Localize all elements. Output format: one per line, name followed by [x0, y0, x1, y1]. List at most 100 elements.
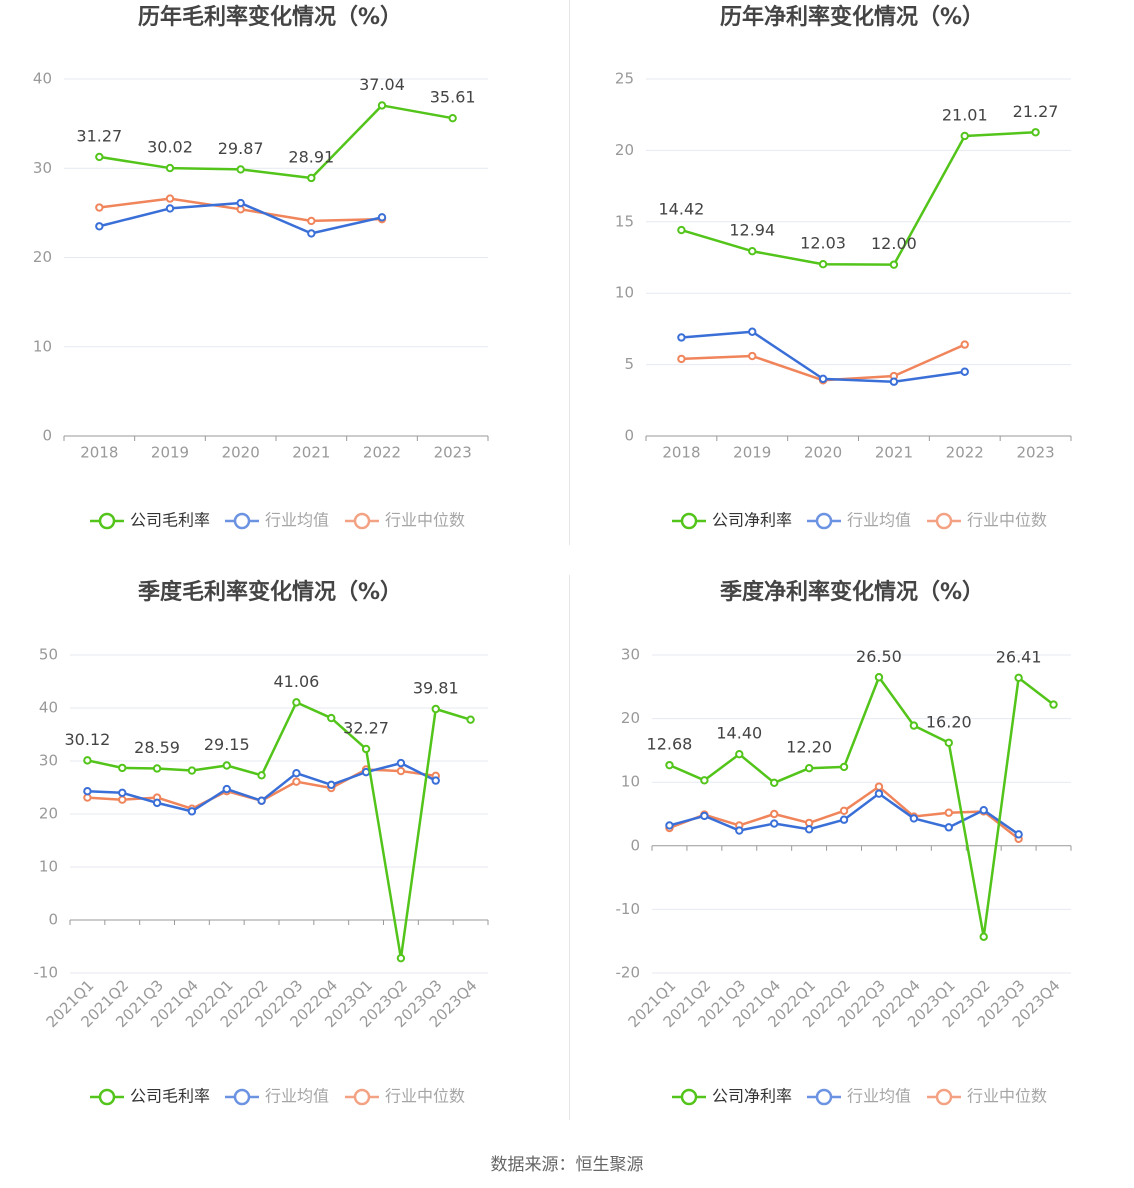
legend-item-company[interactable]: 公司毛利率 [90, 1087, 210, 1106]
y-tick-label: 40 [39, 699, 58, 717]
data-point-avg[interactable] [979, 805, 988, 815]
data-point-median[interactable] [95, 203, 104, 212]
data-point-company[interactable] [804, 764, 814, 773]
data-point-company[interactable] [979, 932, 988, 941]
data-point-avg[interactable] [665, 821, 674, 830]
legend-item-median[interactable]: 行业中位数 [927, 1087, 1047, 1106]
legend-item-median[interactable]: 行业中位数 [927, 511, 1047, 530]
legend-item-company[interactable]: 公司毛利率 [90, 511, 210, 530]
legend-item-median[interactable]: 行业中位数 [345, 1087, 465, 1106]
data-point-company[interactable] [700, 776, 709, 785]
data-point-avg[interactable] [292, 768, 301, 778]
data-point-avg[interactable] [327, 780, 336, 790]
data-point-company[interactable] [257, 771, 266, 780]
data-point-company[interactable] [361, 744, 371, 754]
data-point-avg[interactable] [677, 333, 686, 342]
data-point-company[interactable] [874, 673, 884, 682]
data-point-avg[interactable] [187, 807, 197, 816]
legend-label: 公司净利率 [712, 511, 792, 530]
data-point-avg[interactable] [83, 787, 92, 796]
x-tick-label: 2019 [733, 444, 771, 462]
data-point-company[interactable] [889, 260, 899, 269]
data-point-company[interactable] [307, 173, 316, 183]
data-point-avg[interactable] [152, 798, 162, 808]
data-point-company[interactable] [677, 225, 686, 235]
legend-item-avg[interactable]: 行业均值 [807, 511, 911, 530]
data-point-avg[interactable] [431, 776, 440, 785]
data-point-company[interactable] [236, 165, 245, 174]
data-point-median[interactable] [960, 340, 969, 349]
legend-item-company[interactable]: 公司净利率 [672, 1087, 792, 1106]
data-point-avg[interactable] [1014, 830, 1023, 839]
data-point-avg[interactable] [839, 815, 849, 824]
y-tick-label: 20 [39, 805, 58, 823]
data-point-median[interactable] [292, 777, 301, 786]
data-point-company[interactable] [770, 778, 779, 788]
data-point-company[interactable] [818, 260, 828, 269]
data-point-company[interactable] [448, 113, 457, 123]
legend-item-median[interactable]: 行业中位数 [345, 511, 465, 530]
data-point-company[interactable] [839, 762, 849, 772]
legend-item-avg[interactable]: 行业均值 [225, 511, 329, 530]
data-point-company[interactable] [735, 750, 744, 759]
data-point-avg[interactable] [222, 784, 231, 794]
data-point-median[interactable] [677, 354, 686, 364]
data-point-median[interactable] [748, 351, 757, 361]
data-point-avg[interactable] [889, 377, 899, 386]
data-point-median[interactable] [307, 216, 316, 226]
data-point-avg[interactable] [377, 213, 387, 222]
data-point-company[interactable] [118, 763, 127, 773]
data-point-median[interactable] [944, 808, 953, 817]
data-point-avg[interactable] [960, 367, 969, 376]
data-point-avg[interactable] [735, 826, 744, 835]
data-point-median[interactable] [118, 795, 127, 804]
data-point-avg[interactable] [770, 819, 779, 828]
data-point-company[interactable] [909, 721, 919, 730]
data-point-avg[interactable] [874, 789, 884, 798]
data-point-company[interactable] [165, 163, 175, 173]
data-point-avg[interactable] [95, 222, 104, 231]
data-point-avg[interactable] [748, 327, 757, 336]
data-point-avg[interactable] [165, 204, 175, 213]
data-point-avg[interactable] [307, 229, 316, 238]
data-point-median[interactable] [770, 809, 779, 819]
x-tick-label: 2021 [875, 444, 913, 462]
legend-item-company[interactable]: 公司净利率 [672, 511, 792, 530]
data-point-company[interactable] [327, 713, 336, 723]
legend-item-avg[interactable]: 行业均值 [807, 1087, 911, 1106]
data-point-company[interactable] [187, 766, 197, 775]
data-point-company[interactable] [396, 953, 406, 963]
data-point-avg[interactable] [804, 825, 814, 834]
legend-item-avg[interactable]: 行业均值 [225, 1087, 329, 1106]
data-point-avg[interactable] [236, 198, 245, 208]
data-point-avg[interactable] [118, 788, 127, 797]
data-point-company[interactable] [431, 704, 440, 714]
data-point-median[interactable] [165, 194, 175, 203]
data-point-avg[interactable] [944, 823, 953, 832]
data-label: 28.91 [288, 147, 334, 166]
data-point-median[interactable] [874, 782, 884, 791]
data-point-company[interactable] [152, 764, 162, 773]
data-point-avg[interactable] [257, 796, 266, 805]
data-point-company[interactable] [665, 760, 674, 770]
chart-2: 历年净利率变化情况（%） 0 5 10 15 20 25 2018 2019 2020 2021 20… [615, 4, 1072, 530]
data-point-company[interactable] [944, 738, 953, 747]
data-point-avg[interactable] [396, 758, 406, 768]
data-point-company[interactable] [95, 152, 104, 162]
data-point-company[interactable] [1014, 673, 1023, 683]
data-point-company[interactable] [748, 247, 757, 256]
data-point-company[interactable] [377, 101, 387, 110]
data-point-company[interactable] [1049, 700, 1058, 709]
y-tick-label: 25 [615, 70, 634, 88]
data-point-company[interactable] [292, 698, 301, 707]
data-point-company[interactable] [960, 131, 969, 141]
data-point-median[interactable] [396, 766, 406, 776]
data-point-company[interactable] [83, 756, 92, 765]
data-point-avg[interactable] [909, 814, 919, 823]
data-point-company[interactable] [466, 715, 475, 724]
data-point-company[interactable] [1031, 128, 1040, 137]
data-point-median[interactable] [839, 806, 849, 816]
data-point-company[interactable] [222, 761, 231, 770]
data-point-avg[interactable] [700, 811, 709, 821]
data-point-avg[interactable] [818, 374, 828, 384]
